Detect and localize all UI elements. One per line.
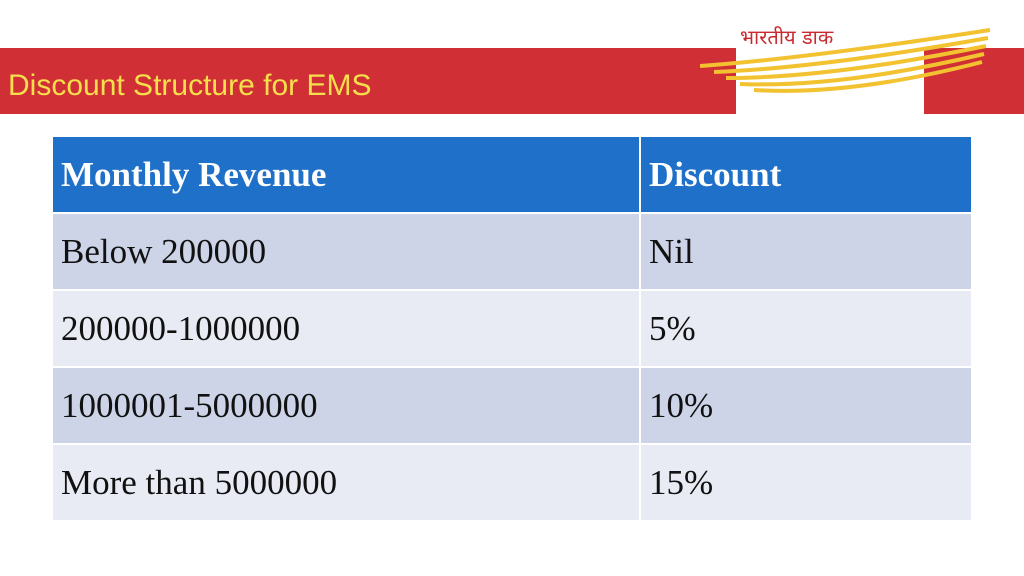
logo-text: भारतीय डाक — [740, 25, 834, 49]
revenue-cell: More than 5000000 — [51, 443, 641, 522]
india-post-logo — [700, 28, 991, 93]
table-row: 1000001-5000000 10% — [51, 366, 973, 445]
header-monthly-revenue: Monthly Revenue — [51, 135, 641, 214]
discount-cell: Nil — [639, 212, 973, 291]
slide-title: Discount Structure for EMS — [8, 69, 372, 102]
header-discount: Discount — [639, 135, 973, 214]
discount-cell: 15% — [639, 443, 973, 522]
table-row: 200000-1000000 5% — [51, 289, 973, 368]
revenue-cell: Below 200000 — [51, 212, 641, 291]
discount-table: Monthly Revenue Discount Below 200000 Ni… — [51, 135, 973, 522]
table-row: Below 200000 Nil — [51, 212, 973, 291]
revenue-cell: 200000-1000000 — [51, 289, 641, 368]
table-header-row: Monthly Revenue Discount — [51, 135, 973, 214]
discount-cell: 5% — [639, 289, 973, 368]
discount-cell: 10% — [639, 366, 973, 445]
revenue-cell: 1000001-5000000 — [51, 366, 641, 445]
table-row: More than 5000000 15% — [51, 443, 973, 522]
